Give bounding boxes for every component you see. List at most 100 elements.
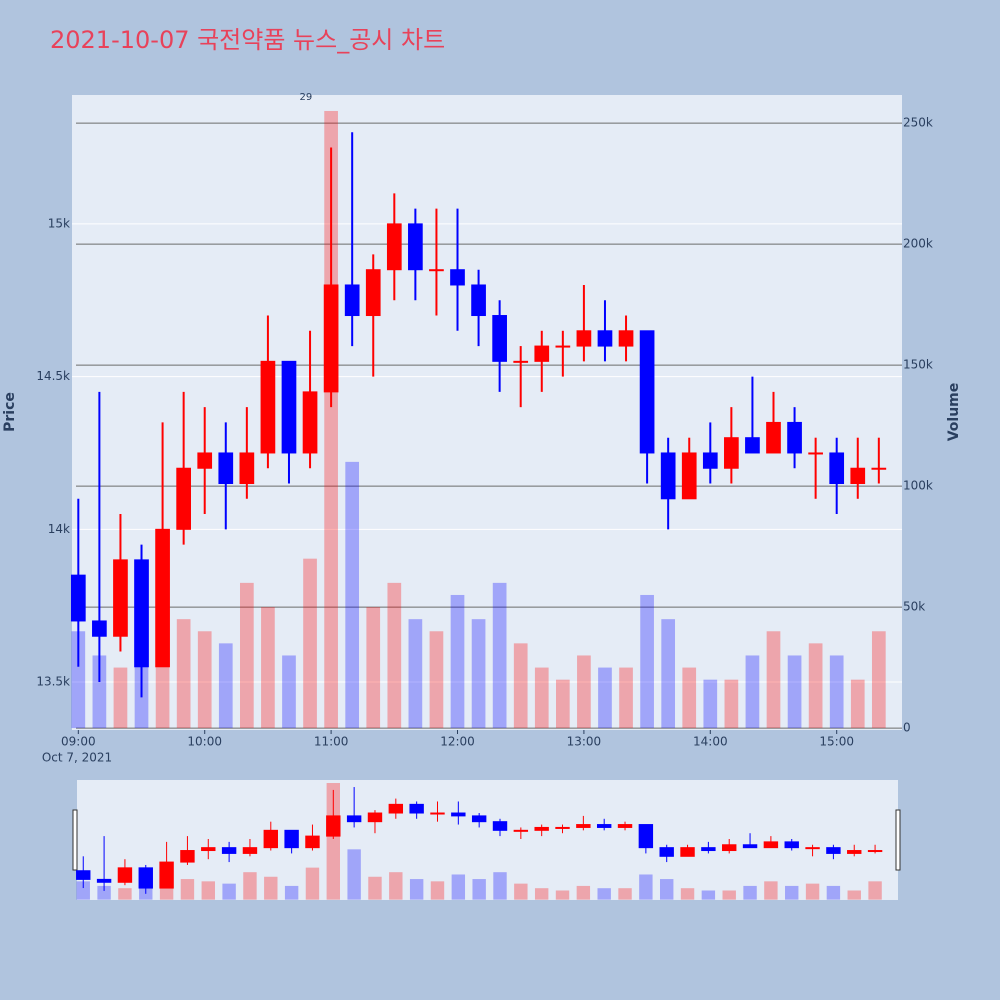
candle-body	[576, 824, 591, 828]
volume-bar	[284, 885, 299, 900]
volume-bar	[324, 110, 338, 729]
volume-bar	[71, 631, 86, 729]
candle-body	[808, 452, 823, 455]
volume-bar	[555, 890, 570, 900]
candle-body	[451, 812, 466, 817]
candle-body	[326, 815, 341, 837]
candle-body	[429, 269, 444, 272]
volume-bar	[264, 876, 278, 900]
candle-body	[138, 867, 153, 889]
candle-body	[281, 360, 297, 454]
volume-bar	[701, 890, 716, 900]
candle-body	[430, 812, 445, 815]
candle-body	[239, 452, 255, 485]
candle-body	[534, 826, 549, 831]
volume-bar	[534, 888, 549, 900]
volume-bar	[222, 883, 236, 900]
volume-bar	[159, 885, 174, 900]
volume-bar	[345, 461, 360, 729]
candle-body	[597, 330, 613, 347]
x-tick-label: 13:00	[567, 735, 602, 749]
volume-bar	[680, 888, 695, 900]
volume-bar	[92, 655, 107, 729]
volume-bar	[703, 679, 718, 729]
y-axis-title: Price	[2, 392, 18, 432]
candle-body	[159, 861, 174, 889]
volume-bar	[450, 594, 465, 729]
volume-bar	[868, 881, 882, 900]
volume-bar	[808, 643, 823, 729]
volume-bar	[871, 631, 886, 729]
candle-body	[176, 467, 191, 530]
candle-body	[871, 467, 887, 470]
candle-body	[450, 269, 465, 286]
candle-body	[576, 330, 592, 347]
candle-body	[218, 452, 234, 485]
volume-bar	[97, 885, 111, 900]
candle-body	[805, 847, 820, 850]
volume-bar	[724, 679, 739, 729]
volume-bar	[847, 890, 861, 900]
slider-handle[interactable]	[72, 809, 78, 871]
volume-bar	[408, 619, 423, 729]
candle-body	[367, 812, 383, 823]
candle-body	[305, 835, 320, 849]
volume-bar	[682, 667, 697, 729]
candle-body	[221, 847, 237, 854]
volume-bar	[118, 888, 132, 900]
candle-body	[492, 315, 507, 362]
range-slider[interactable]	[77, 780, 898, 900]
volume-bar	[618, 888, 632, 900]
candle-body	[344, 284, 360, 317]
volume-bar	[201, 881, 215, 900]
volume-bar	[155, 655, 170, 729]
volume-bar	[764, 881, 778, 900]
y2-tick-label: 200k	[903, 237, 933, 251]
candle-body	[659, 847, 674, 857]
volume-bar	[409, 879, 424, 900]
candle-body	[701, 847, 716, 852]
candle-body	[323, 284, 339, 393]
candle-body	[284, 829, 299, 849]
volume-bar	[113, 667, 128, 729]
volume-bar	[576, 885, 591, 900]
y2-tick-label: 150k	[903, 358, 933, 372]
candle-body	[617, 824, 633, 828]
candle-body	[513, 360, 529, 363]
candle-body	[766, 421, 781, 454]
candle-body	[201, 847, 216, 852]
candle-body	[681, 452, 697, 500]
y2-tick-label: 250k	[903, 116, 933, 130]
candle-body	[638, 824, 654, 849]
volume-bar	[619, 667, 633, 729]
volume-bar	[261, 607, 275, 729]
volume-bar	[826, 885, 841, 900]
candle-body	[346, 815, 362, 823]
volume-bar	[493, 872, 507, 900]
volume-bar	[305, 867, 320, 900]
y-tick-label: 14.5k	[36, 369, 70, 383]
candle-body	[197, 452, 213, 469]
annotation: 29	[299, 92, 312, 103]
slider-handle[interactable]	[895, 809, 901, 871]
volume-bar	[303, 558, 317, 729]
date-label: Oct 7, 2021	[42, 751, 112, 765]
candle-body	[596, 824, 612, 828]
volume-bar	[389, 872, 403, 900]
volume-bar	[743, 885, 757, 900]
candle-body	[263, 829, 278, 849]
volume-bar	[805, 883, 820, 900]
candle-body	[513, 829, 529, 832]
y-tick-label: 13.5k	[36, 675, 70, 689]
candle-body	[113, 559, 128, 637]
candle-body	[117, 867, 133, 883]
candle-body	[386, 223, 402, 271]
candle-body	[302, 391, 318, 454]
candle-body	[180, 850, 195, 863]
y2-tick-label: 100k	[903, 479, 933, 493]
volume-bar	[850, 679, 865, 729]
volume-bar	[451, 874, 466, 900]
candle-body	[260, 360, 276, 454]
candle-body	[242, 847, 258, 854]
candle-body	[492, 821, 508, 831]
